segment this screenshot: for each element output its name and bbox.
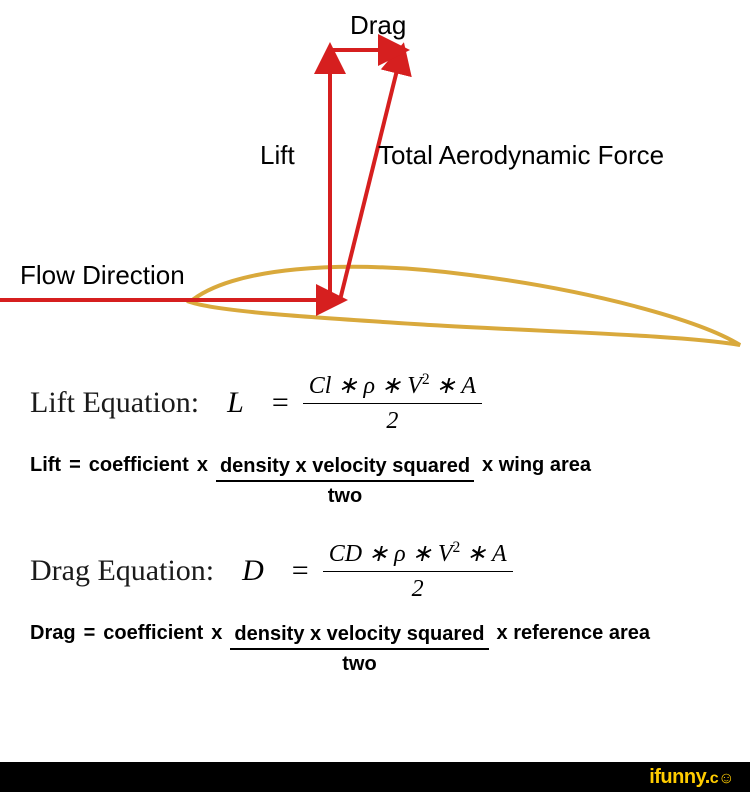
diagram-svg	[0, 0, 750, 360]
lift-symbol: L	[227, 386, 244, 420]
drag-fraction: CD ∗ ρ ∗ V2 ∗ A 2	[323, 538, 513, 604]
drag-denominator: 2	[412, 572, 424, 604]
label-drag: Drag	[350, 10, 406, 41]
lift-word-fraction: density x velocity squared two	[216, 454, 474, 508]
drag-numerator: CD ∗ ρ ∗ V2 ∗ A	[323, 538, 513, 572]
total-force-arrow	[340, 50, 402, 300]
drag-word-equation: Drag = coefficient x density x velocity …	[30, 622, 720, 676]
drag-symbol: D	[242, 554, 264, 588]
drag-eq-title: Drag Equation:	[30, 554, 214, 588]
footer-bar: ifunny.c☺	[0, 762, 750, 792]
drag-equation-row: Drag Equation: D = CD ∗ ρ ∗ V2 ∗ A 2	[30, 538, 720, 604]
lift-equals: =	[272, 386, 289, 420]
lift-word-equation: Lift = coefficient x density x velocity …	[30, 454, 720, 508]
lift-word-lhs: Lift	[30, 454, 61, 477]
lift-fraction: Cl ∗ ρ ∗ V2 ∗ A 2	[303, 370, 482, 436]
drag-word-lhs: Drag	[30, 622, 76, 645]
lift-eq-title: Lift Equation:	[30, 386, 199, 420]
aerodynamic-diagram: Drag Lift Total Aerodynamic Force Flow D…	[0, 0, 750, 360]
label-lift: Lift	[260, 140, 295, 171]
airfoil-outline	[190, 267, 740, 345]
ifunny-watermark: ifunny.c☺	[649, 766, 734, 789]
label-total-force: Total Aerodynamic Force	[378, 140, 664, 171]
drag-equals: =	[292, 554, 309, 588]
label-flow-direction: Flow Direction	[20, 260, 185, 291]
lift-denominator: 2	[386, 404, 398, 436]
equations-section: Lift Equation: L = Cl ∗ ρ ∗ V2 ∗ A 2 Lif…	[0, 360, 750, 676]
lift-numerator: Cl ∗ ρ ∗ V2 ∗ A	[303, 370, 482, 404]
lift-equation-row: Lift Equation: L = Cl ∗ ρ ∗ V2 ∗ A 2	[30, 370, 720, 436]
drag-word-fraction: density x velocity squared two	[230, 622, 488, 676]
